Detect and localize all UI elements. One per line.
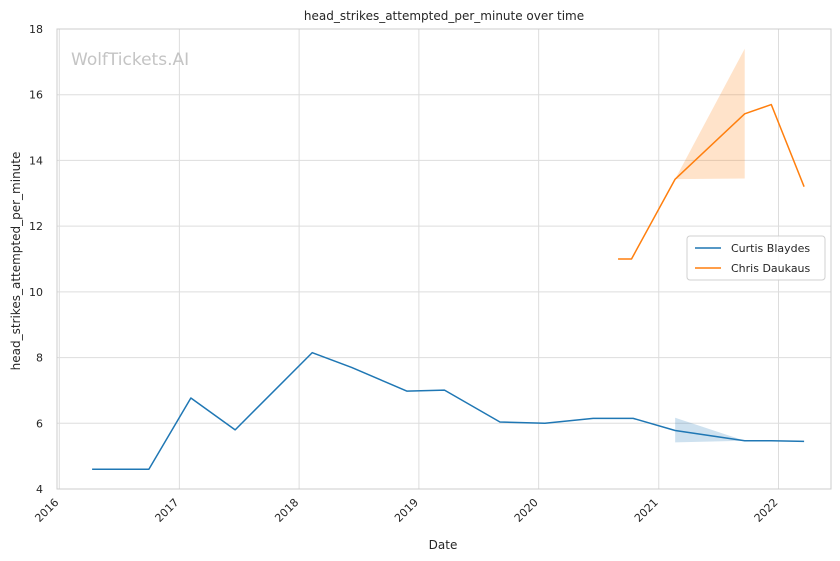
data-point-curtis-blaydes	[148, 468, 150, 470]
data-point-chris-daukaus	[630, 258, 632, 260]
data-point-curtis-blaydes	[744, 440, 746, 442]
y-tick-label: 18	[29, 23, 43, 36]
data-point-chris-daukaus	[617, 258, 619, 260]
series-line-chris-daukaus	[618, 103, 805, 260]
data-point-curtis-blaydes	[234, 429, 236, 431]
data-point-curtis-blaydes	[443, 389, 445, 391]
confidence-bands	[675, 48, 745, 443]
data-point-chris-daukaus	[770, 103, 772, 105]
data-point-curtis-blaydes	[770, 440, 772, 442]
data-point-curtis-blaydes	[592, 417, 594, 419]
y-tick-label: 6	[36, 417, 43, 430]
legend-label-chris-daukaus: Chris Daukaus	[731, 262, 811, 275]
y-tick-label: 10	[29, 286, 43, 299]
y-axis-title: head_strikes_attempted_per_minute	[9, 152, 23, 371]
legend-label-curtis-blaydes: Curtis Blaydes	[731, 242, 810, 255]
plot-frame	[56, 28, 832, 490]
y-tick-label: 8	[36, 352, 43, 365]
confidence-band-curtis-blaydes	[675, 417, 745, 443]
series-line-curtis-blaydes	[92, 351, 805, 471]
confidence-band-chris-daukaus	[675, 48, 745, 180]
x-axis-title: Date	[429, 538, 458, 552]
data-point-curtis-blaydes	[803, 440, 805, 442]
watermark: WolfTickets.AI	[71, 50, 189, 70]
data-point-curtis-blaydes	[632, 417, 634, 419]
data-point-chris-daukaus	[674, 178, 676, 180]
y-tick-label: 14	[29, 154, 43, 167]
data-point-curtis-blaydes	[350, 366, 352, 368]
data-point-curtis-blaydes	[544, 422, 546, 424]
data-point-curtis-blaydes	[190, 397, 192, 399]
data-point-curtis-blaydes	[499, 421, 501, 423]
legend-box	[686, 235, 826, 281]
y-tick-label: 4	[36, 483, 43, 496]
chart-title: head_strikes_attempted_per_minute over t…	[304, 9, 584, 23]
data-point-chris-daukaus	[744, 113, 746, 115]
data-point-curtis-blaydes	[674, 429, 676, 431]
y-tick-label: 16	[29, 89, 43, 102]
data-point-chris-daukaus	[803, 186, 805, 188]
data-point-curtis-blaydes	[91, 468, 93, 470]
data-point-curtis-blaydes	[311, 351, 313, 353]
series-lines	[91, 103, 805, 471]
y-tick-label: 12	[29, 220, 43, 233]
legend: Curtis Blaydes Chris Daukaus	[686, 235, 826, 281]
data-point-curtis-blaydes	[406, 390, 408, 392]
